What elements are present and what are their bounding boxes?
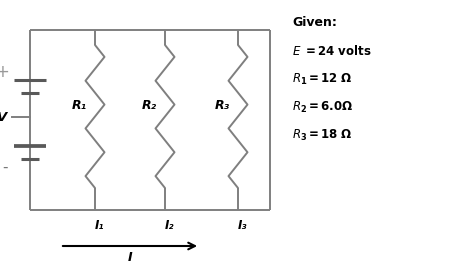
Text: $\mathbf{\mathit{E}}$$\mathbf{\ = 24\ volts}$: $\mathbf{\mathit{E}}$$\mathbf{\ = 24\ vo… <box>292 44 372 58</box>
Text: $\mathbf{\mathit{R}_2}$$\mathbf{= 6.0\Omega}$: $\mathbf{\mathit{R}_2}$$\mathbf{= 6.0\Om… <box>292 100 353 115</box>
Text: $\mathbf{\mathit{R}_1}$$\mathbf{= 12\ \Omega}$: $\mathbf{\mathit{R}_1}$$\mathbf{= 12\ \O… <box>292 72 353 87</box>
Text: -: - <box>2 159 8 174</box>
Text: R₂: R₂ <box>141 99 157 111</box>
Text: R₁: R₁ <box>71 99 86 111</box>
Text: +: + <box>0 63 9 81</box>
Text: R₃: R₃ <box>214 99 229 111</box>
Text: Given:: Given: <box>292 16 337 29</box>
Text: I₃: I₃ <box>238 219 248 232</box>
Text: V: V <box>0 110 7 124</box>
Text: I₁: I₁ <box>95 219 105 232</box>
Text: I: I <box>128 251 133 264</box>
Text: I₂: I₂ <box>165 219 175 232</box>
Text: $\mathbf{\mathit{R}_3}$$\mathbf{= 18\ \Omega}$: $\mathbf{\mathit{R}_3}$$\mathbf{= 18\ \O… <box>292 128 353 143</box>
